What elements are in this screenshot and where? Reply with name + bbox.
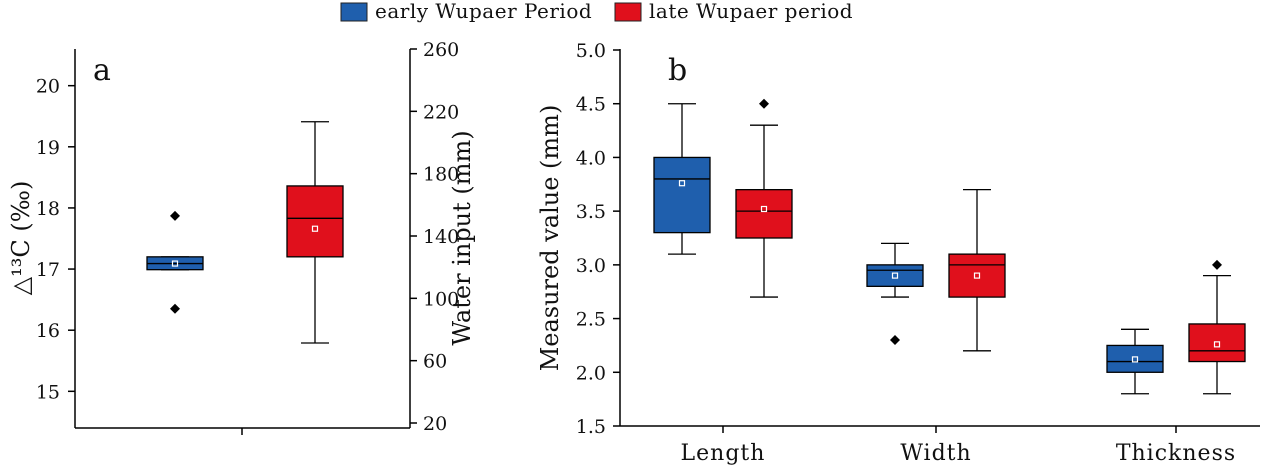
panel-b-series-0-box-0-mean	[678, 180, 686, 187]
panel-b-category-label-2: Thickness	[1116, 441, 1236, 466]
panel-b-y-ticks: 1.5 2.0 2.5 3.0 3.5 4.0 4.5 5.0	[576, 40, 620, 438]
panel-a-y2-tick-label-1: 60	[423, 351, 447, 373]
panel-a-y2-ticks: 20 60 100 140 180 220 260	[410, 39, 459, 435]
panel-a-y2-axis-label: Water input (mm)	[448, 130, 476, 345]
panel-b-series-1-box-2-box	[1188, 323, 1246, 363]
panel-a-series-0-box-0-outlier-1	[170, 303, 180, 314]
legend-swatch-early	[340, 2, 368, 22]
panel-b-series-0-box-1-mean	[891, 272, 899, 279]
panel-b-series-1-box-0-mean	[760, 205, 768, 213]
panel-b-series-1-box-2-outlier-0	[1212, 259, 1222, 270]
panel-a-series-1-box-0-mean	[311, 225, 319, 232]
panel-b-y-tick-label-1: 2.0	[576, 362, 606, 384]
panel-a-series-0-box-0-outlier-0	[170, 210, 180, 221]
panel-a-series-0-box-0-mean	[171, 260, 179, 267]
panel-b-series-1-box-1-box	[948, 253, 1006, 298]
panel-a-y2-tick-label-4: 180	[423, 164, 459, 186]
panel-b-series-0-box-0-box	[653, 156, 711, 234]
panel-b-categories: Length Width Thickness	[681, 426, 1236, 466]
panel-a: a △¹³C (‰) Water input (mm) 15 16 17 18 19 20…	[7, 39, 476, 435]
panel-a-y-tick-label-4: 19	[36, 137, 60, 159]
panel-b-y-tick-label-7: 5.0	[576, 40, 606, 62]
panel-a-label: a	[93, 53, 111, 88]
panel-b: b Measured value (mm) 1.5 2.0 2.5 3.0 3.5 4.0…	[536, 40, 1260, 466]
panel-b-series-0-box-1-outlier-0	[890, 335, 900, 346]
panel-a-y-ticks: 15 16 17 18 19 20	[36, 76, 75, 403]
panel-a-y-tick-label-2: 17	[36, 259, 60, 281]
panel-a-y-tick-label-1: 16	[36, 320, 60, 342]
panel-b-series-1-box-0-box	[735, 189, 793, 239]
legend-label-late: late Wupaer period	[649, 0, 853, 23]
panel-b-series-0-box-2-box	[1106, 344, 1164, 373]
panel-b-category-label-1: Width	[900, 441, 971, 466]
legend: early Wupaer Period late Wupaer period	[340, 0, 853, 23]
panel-b-y-tick-label-4: 3.5	[576, 201, 606, 223]
panel-a-series-1-box-0-box	[286, 185, 344, 258]
panel-a-y-tick-label-0: 15	[36, 381, 60, 403]
panel-b-y-tick-label-0: 1.5	[576, 416, 606, 438]
panel-a-y-axis-label: △¹³C (‰)	[7, 181, 35, 296]
panel-a-y2-tick-label-2: 100	[423, 288, 459, 310]
panel-a-y-tick-label-3: 18	[36, 198, 60, 220]
panel-a-y2-tick-label-3: 140	[423, 226, 459, 248]
panel-b-y-tick-label-2: 2.5	[576, 309, 606, 331]
panel-b-y-tick-label-6: 4.5	[576, 94, 606, 116]
panel-b-series-0-box-1-box	[866, 264, 924, 287]
panel-b-y-tick-label-3: 3.0	[576, 255, 606, 277]
panel-b-series-0-box-2-mean	[1131, 356, 1139, 363]
panel-a-y2-tick-label-6: 260	[423, 39, 459, 61]
panel-a-y2-tick-label-5: 220	[423, 101, 459, 123]
panel-b-y-tick-label-5: 4.0	[576, 147, 606, 169]
panel-b-category-label-0: Length	[681, 441, 766, 466]
legend-swatch-late	[614, 2, 642, 22]
panel-b-series-1-box-1-mean	[973, 272, 981, 279]
panel-a-y-tick-label-5: 20	[36, 76, 60, 98]
panel-a-boxes	[146, 121, 344, 344]
panel-b-y-axis-label: Measured value (mm)	[536, 105, 564, 372]
panel-b-label: b	[668, 53, 687, 88]
panel-b-series-1-box-2-mean	[1213, 341, 1221, 348]
panel-a-y2-tick-label-0: 20	[423, 413, 447, 435]
panel-b-boxes	[653, 98, 1246, 395]
panel-b-series-1-box-0-outlier-0	[759, 98, 769, 109]
legend-label-early: early Wupaer Period	[375, 0, 592, 23]
